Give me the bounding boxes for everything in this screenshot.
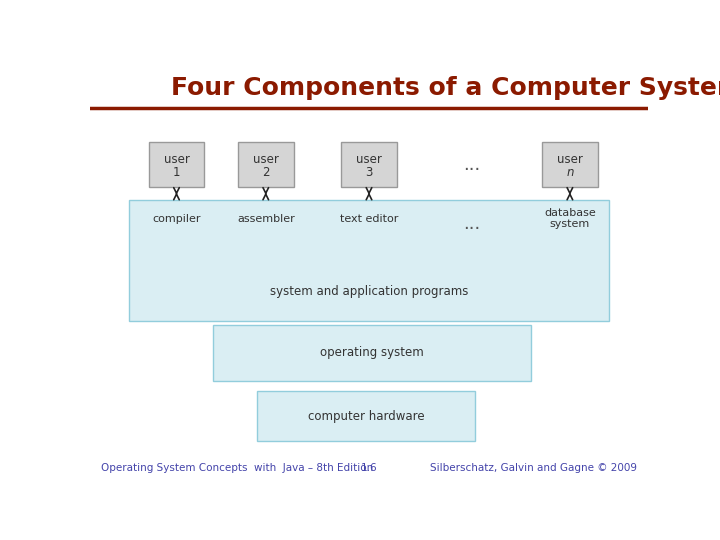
Text: user: user [253,153,279,166]
FancyBboxPatch shape [542,141,598,187]
FancyBboxPatch shape [238,141,294,187]
Text: database
system: database system [544,208,595,230]
Text: ...: ... [464,215,481,233]
Text: user: user [163,153,189,166]
Text: user: user [356,153,382,166]
Text: 2: 2 [262,166,269,179]
Text: Four Components of a Computer System: Four Components of a Computer System [171,76,720,100]
FancyBboxPatch shape [148,141,204,187]
Text: user: user [557,153,582,166]
Text: 3: 3 [365,166,373,179]
Text: Silberschatz, Galvin and Gagne © 2009: Silberschatz, Galvin and Gagne © 2009 [430,463,637,473]
FancyBboxPatch shape [213,325,531,381]
FancyBboxPatch shape [129,200,609,321]
Text: n: n [566,166,574,179]
Text: 1.6: 1.6 [361,463,377,473]
Text: computer hardware: computer hardware [308,410,425,423]
Text: Operating System Concepts  with  Java – 8th Edition: Operating System Concepts with Java – 8t… [101,463,374,473]
Text: ...: ... [464,156,481,173]
Text: text editor: text editor [340,214,398,224]
FancyBboxPatch shape [258,391,475,441]
Text: compiler: compiler [152,214,201,224]
Text: operating system: operating system [320,346,423,359]
Text: 1: 1 [173,166,180,179]
Text: system and application programs: system and application programs [270,285,468,298]
FancyBboxPatch shape [341,141,397,187]
Text: assembler: assembler [237,214,294,224]
